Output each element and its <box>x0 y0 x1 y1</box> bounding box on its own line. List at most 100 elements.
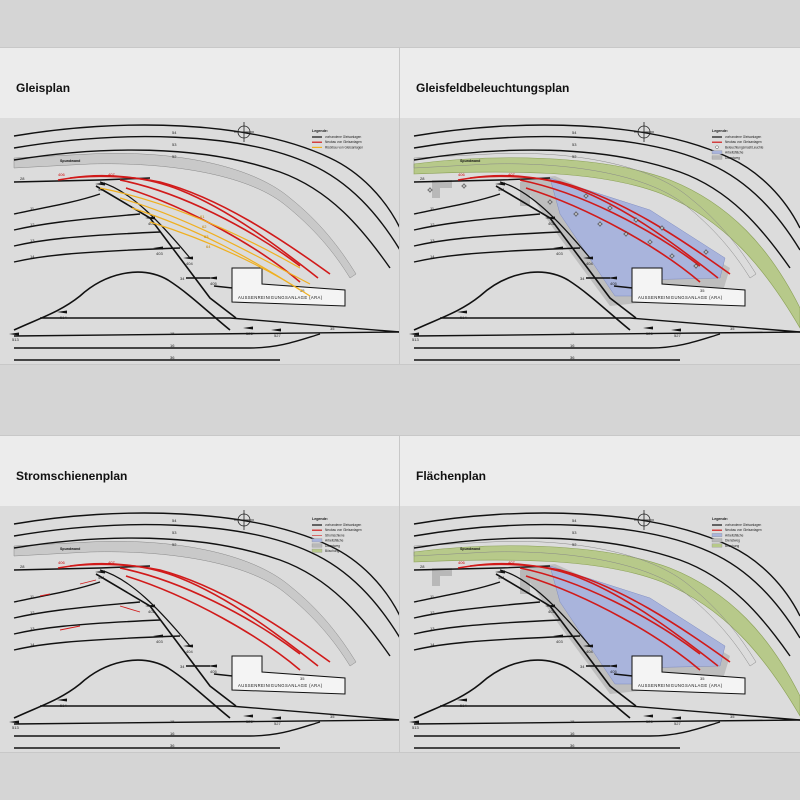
ara-label: AUSSENREINIGUNGSANLAGE (ARA) <box>238 683 323 688</box>
track-diagram-svg: Spundwand 54 53 52 28 11 12 13 14 34 AUSSENREINIGU… <box>409 122 800 361</box>
ara-label: AUSSENREINIGUNGSANLAGE (ARA) <box>238 295 323 300</box>
switch-marker <box>553 634 563 638</box>
lamp-icon <box>693 263 699 269</box>
legend-label: vorhandene Gleisanlagen <box>325 135 362 139</box>
switch-marker <box>671 716 681 720</box>
track-diagram: Spundwand 54 53 52 28 11 12 13 14 34 AUSSENREINIGU… <box>0 118 400 364</box>
existing-track <box>413 135 800 251</box>
switch-marker <box>607 276 617 280</box>
existing-track <box>13 331 400 337</box>
track-label: 16 <box>570 731 575 736</box>
new-track <box>469 562 719 667</box>
north-arrow <box>634 122 654 142</box>
lamp-icon <box>633 217 639 223</box>
existing-track <box>413 193 501 215</box>
existing-track <box>440 705 800 721</box>
ara-building <box>231 655 346 695</box>
switch-label: 514 <box>60 315 67 320</box>
new-track <box>69 562 319 667</box>
switch-label: 526 <box>646 719 653 724</box>
legend-label: Neubau von Gleisanlagen <box>325 528 362 532</box>
switch-label: 402 <box>148 609 155 614</box>
switch-marker <box>457 310 467 314</box>
embankment-area <box>413 157 800 329</box>
track-label: 34 <box>580 664 585 669</box>
north-arrow <box>634 510 654 530</box>
track-label: 52 <box>172 154 177 159</box>
existing-track <box>13 719 400 725</box>
new-track <box>119 567 301 655</box>
switch-marker <box>409 720 419 724</box>
track-label: 35 <box>300 676 305 681</box>
existing-track <box>40 317 400 333</box>
switch-label: 527 <box>274 721 281 726</box>
existing-track <box>13 581 101 603</box>
existing-track <box>440 317 800 333</box>
existing-track <box>414 333 721 349</box>
track-label: 54 <box>172 130 177 135</box>
legend-title: Legende: <box>712 129 728 133</box>
existing-track <box>413 213 541 231</box>
existing-track <box>413 601 541 619</box>
track-label: 13 <box>30 238 35 243</box>
conductor-rail <box>79 579 97 585</box>
switch-label: 403 <box>156 639 163 644</box>
removed-track <box>149 221 311 297</box>
switch-label: 513 <box>412 337 419 342</box>
track-label: 35 <box>730 326 735 331</box>
track-label: 28 <box>20 564 25 569</box>
track-label: 36 <box>570 355 575 360</box>
existing-track <box>413 331 800 337</box>
switch-marker <box>57 310 67 314</box>
wall-label: Spundwand <box>60 159 80 163</box>
track-label: 28 <box>420 176 425 181</box>
switch-marker <box>457 698 467 702</box>
panel-title: Gleisplan <box>16 81 71 95</box>
existing-track <box>413 231 561 247</box>
legend-swatch <box>711 538 723 543</box>
switch-marker <box>243 326 253 330</box>
legend-label: Dienstweg <box>725 156 740 160</box>
track-label: 15 <box>170 331 175 336</box>
switch-marker <box>183 256 193 260</box>
existing-track <box>40 705 400 721</box>
switch-label-new: 407 <box>108 560 115 565</box>
removed-track <box>119 197 311 285</box>
existing-track <box>413 719 800 725</box>
existing-track <box>13 523 400 639</box>
switch-marker <box>145 216 155 220</box>
legend-label: Neubau von Gleisanlagen <box>725 528 762 532</box>
ara-building <box>631 655 746 695</box>
legend-label: vorhandene Gleisanlagen <box>325 523 362 527</box>
track-label: 53 <box>572 142 577 147</box>
existing-track <box>13 512 400 617</box>
track-label: 12 <box>430 610 435 615</box>
existing-track <box>13 271 231 331</box>
switch-label-new: 407 <box>108 172 115 177</box>
track-label: 11 <box>430 206 435 211</box>
new-track-label: 61 <box>200 214 205 219</box>
legend-label: Dienstweg <box>325 544 340 548</box>
switch-label: 402 <box>548 221 555 226</box>
legend-label: Beleuchtungsmast/Leuchte <box>725 145 764 149</box>
switch-label: 401 <box>498 187 505 192</box>
ladder-track <box>95 185 237 319</box>
switch-marker <box>207 664 217 668</box>
new-track-label: 64 <box>206 244 211 249</box>
existing-track <box>14 333 321 349</box>
legend-label: Stromschiene <box>325 533 345 537</box>
track-label: 16 <box>170 343 175 348</box>
track-label: 13 <box>430 626 435 631</box>
switch-marker <box>643 714 653 718</box>
legend-label: Böschung <box>725 544 739 548</box>
legend-title: Legende: <box>312 129 328 133</box>
legend-label: Dienstweg <box>725 539 740 543</box>
service-path-left <box>432 568 452 586</box>
panel-title: Gleisfeldbeleuchtungsplan <box>416 81 570 95</box>
track-label: 52 <box>572 542 577 547</box>
switch-label: 527 <box>674 333 681 338</box>
switch-marker <box>9 720 19 724</box>
switch-label-new: 407 <box>508 172 515 177</box>
switch-marker <box>271 328 281 332</box>
